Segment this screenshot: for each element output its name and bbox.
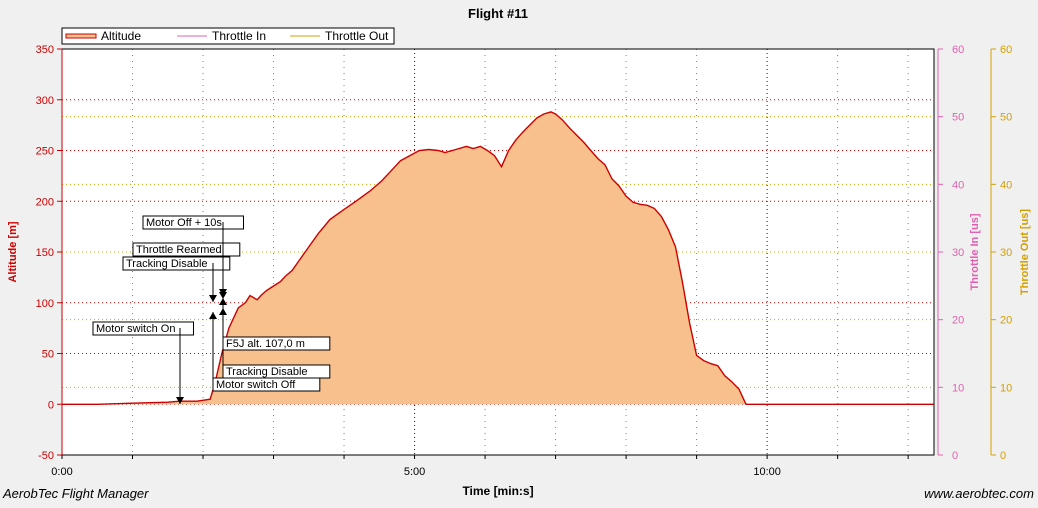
altitude-area <box>62 111 934 405</box>
y-axis-label: Altitude [m] <box>7 221 19 282</box>
y-tick-label: 200 <box>36 196 54 208</box>
y2-tick-label: 0 <box>952 450 958 462</box>
y3-tick-label: 0 <box>1000 450 1006 462</box>
annotation-label: Motor switch On <box>96 323 175 335</box>
annotation-label: Motor Off + 10s <box>146 217 222 229</box>
y3-tick-label: 60 <box>1000 44 1012 56</box>
annotation-arrow <box>219 298 227 305</box>
y2-axis-label: Throttle In [us] <box>969 213 981 290</box>
y-tick-label: 350 <box>36 44 54 56</box>
altitude-line <box>62 111 934 405</box>
y3-axis-label: Throttle Out [us] <box>1019 209 1031 295</box>
y3-tick-label: 10 <box>1000 382 1012 394</box>
y2-tick-label: 10 <box>952 382 964 394</box>
annotation-box <box>122 256 231 271</box>
chart-title: Flight #11 <box>468 6 528 21</box>
y-tick-label: -50 <box>38 450 54 462</box>
footer-app-name: AerobTec Flight Manager <box>3 486 149 501</box>
y2-tick-label: 20 <box>952 315 964 327</box>
y-tick-label: 300 <box>36 95 54 107</box>
annotation-arrow <box>219 289 227 296</box>
annotation-arrow <box>219 308 227 315</box>
y-tick-label: 0 <box>48 399 54 411</box>
x-axis-label: Time [min:s] <box>462 484 533 498</box>
y-tick-label: 100 <box>36 298 54 310</box>
annotation-arrow <box>209 312 217 319</box>
x-tick-label: 5:00 <box>404 466 425 478</box>
y2-tick-label: 40 <box>952 179 964 191</box>
x-tick-label: 0:00 <box>51 466 72 478</box>
annotation-box <box>142 215 244 230</box>
annotation-arrow <box>209 295 217 302</box>
y-tick-label: 50 <box>42 349 54 361</box>
y2-tick-label: 50 <box>952 112 964 124</box>
y2-tick-label: 60 <box>952 44 964 56</box>
y2-tick-label: 30 <box>952 247 964 259</box>
y3-tick-label: 20 <box>1000 315 1012 327</box>
y3-tick-label: 50 <box>1000 112 1012 124</box>
legend-label: Throttle In <box>212 29 266 43</box>
annotation-label: Tracking Disable <box>226 366 308 378</box>
footer-website: www.aerobtec.com <box>924 486 1034 501</box>
annotation-box <box>132 242 241 257</box>
annotation-label: Throttle Rearmed <box>136 244 222 256</box>
annotation-box <box>222 364 331 379</box>
legend-label: Altitude <box>101 29 141 43</box>
annotation-label: Motor switch Off <box>216 379 296 391</box>
legend-box <box>61 27 395 45</box>
y-tick-label: 250 <box>36 146 54 158</box>
legend-label: Throttle Out <box>325 29 389 43</box>
y3-tick-label: 40 <box>1000 179 1012 191</box>
legend-swatch <box>65 33 97 39</box>
y3-tick-label: 30 <box>1000 247 1012 259</box>
x-tick-label: 10:00 <box>753 466 781 478</box>
annotation-label: F5J alt. 107,0 m <box>226 338 305 350</box>
y-tick-label: 150 <box>36 247 54 259</box>
annotation-box <box>92 321 194 336</box>
annotation-label: Tracking Disable <box>126 258 208 270</box>
annotation-arrow <box>176 397 184 404</box>
